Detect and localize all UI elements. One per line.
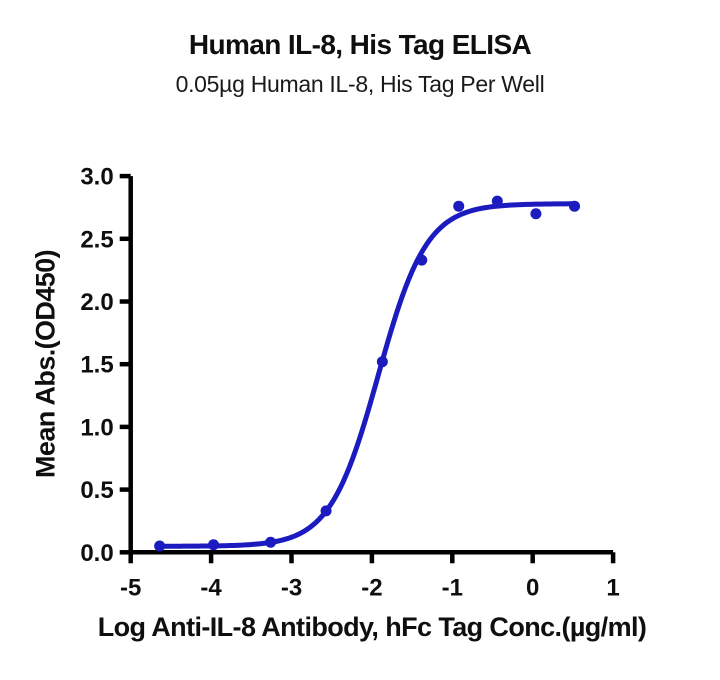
data-point [569, 200, 581, 212]
data-point [208, 539, 220, 551]
x-tick-label: 0 [526, 574, 539, 601]
x-tick-label: -2 [361, 574, 382, 601]
x-tick-label: -1 [442, 574, 463, 601]
x-axis-title: Log Anti-IL-8 Antibody, hFc Tag Conc.(µg… [97, 612, 647, 642]
x-tick-label: -3 [281, 574, 302, 601]
y-tick-label: 2.5 [80, 226, 113, 253]
y-tick-label: 1.0 [80, 414, 113, 441]
data-point [530, 208, 542, 220]
x-tick-label: -5 [120, 574, 141, 601]
x-tick-label: -4 [200, 574, 222, 601]
data-point [320, 505, 332, 517]
y-tick-label: 1.5 [80, 352, 113, 379]
y-axis-title: Mean Abs.(OD450) [30, 250, 61, 478]
x-tick-label: 1 [606, 574, 619, 601]
chart-title: Human IL-8, His Tag ELISA [188, 29, 532, 60]
axes-spines [128, 176, 614, 555]
y-tick-label: 0.5 [80, 477, 113, 504]
y-tick-label: 0.0 [80, 540, 113, 567]
data-point [265, 536, 277, 548]
data-point [376, 356, 388, 368]
data-point [491, 195, 503, 207]
chart-subtitle: 0.05µg Human IL-8, His Tag Per Well [175, 71, 545, 97]
y-tick-label: 3.0 [80, 164, 113, 191]
data-point [416, 254, 428, 266]
data-point [453, 200, 465, 212]
fit-curve [157, 201, 578, 549]
data-point [154, 540, 166, 552]
y-tick-label: 2.0 [80, 289, 113, 316]
